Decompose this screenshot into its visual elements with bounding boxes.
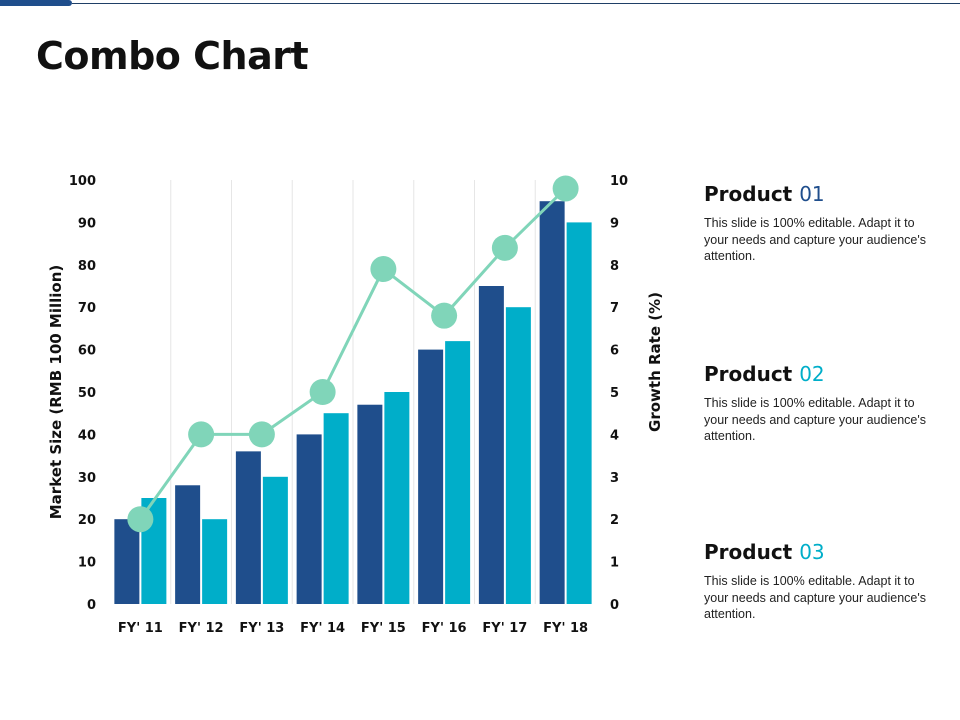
x-tick-label: FY' 15 <box>361 621 406 636</box>
y2-tick-label: 6 <box>610 344 619 359</box>
y2-tick-label: 4 <box>610 428 619 443</box>
bar-series1-1 <box>175 485 201 604</box>
y-tick-label: 0 <box>87 598 96 613</box>
y-tick-label: 80 <box>78 259 96 274</box>
page-title: Combo Chart <box>36 34 309 78</box>
growth-rate-point-6 <box>491 234 518 261</box>
x-tick-label: FY' 18 <box>543 621 588 636</box>
bar-series1-7 <box>539 201 565 604</box>
bar-series1-0 <box>114 519 140 604</box>
y-tick-label: 70 <box>78 301 96 316</box>
product-block-02: Product 02 This slide is 100% editable. … <box>704 362 934 445</box>
y2-tick-label: 10 <box>610 174 628 189</box>
bar-series2-1 <box>202 519 228 604</box>
bar-series2-5 <box>445 341 471 604</box>
y2-tick-label: 8 <box>610 259 619 274</box>
product-title-03: Product 03 <box>704 540 934 564</box>
growth-rate-point-7 <box>552 175 579 202</box>
product-description-03: This slide is 100% editable. Adapt it to… <box>704 574 926 621</box>
y-tick-label: 100 <box>69 174 96 189</box>
y2-tick-label: 2 <box>610 513 619 528</box>
growth-rate-point-1 <box>188 421 215 448</box>
y-tick-label: 60 <box>78 344 96 359</box>
growth-rate-point-2 <box>248 421 275 448</box>
product-number-02: 02 <box>799 362 825 386</box>
product-title-01: Product 01 <box>704 182 934 206</box>
y-tick-label: 40 <box>78 428 96 443</box>
y2-tick-label: 1 <box>610 556 619 571</box>
bar-series2-2 <box>262 476 288 604</box>
y2-tick-label: 3 <box>610 471 619 486</box>
bar-series1-4 <box>357 404 383 604</box>
x-tick-label: FY' 14 <box>300 621 345 636</box>
growth-rate-point-3 <box>309 379 336 405</box>
y2-tick-label: 5 <box>610 386 619 401</box>
growth-rate-point-0 <box>127 506 154 533</box>
y-axis-title: Market Size (RMB 100 Million) <box>47 265 65 520</box>
product-name-03: Product <box>704 540 793 564</box>
growth-rate-point-5 <box>431 302 458 329</box>
product-description-02: This slide is 100% editable. Adapt it to… <box>704 396 926 443</box>
top-divider-line <box>72 3 960 4</box>
bar-series1-3 <box>296 434 322 604</box>
bar-series1-2 <box>235 451 261 604</box>
x-tick-label: FY' 16 <box>422 621 467 636</box>
bar-series2-4 <box>384 392 410 604</box>
combo-chart: 0 10 20 30 40 50 60 70 80 90 100 0 1 2 3 4 5 6 7 8 9 10 Market… <box>47 174 664 636</box>
bar-series1-5 <box>418 349 444 604</box>
x-tick-label: FY' 11 <box>118 621 163 636</box>
product-description-01: This slide is 100% editable. Adapt it to… <box>704 216 926 263</box>
growth-rate-point-4 <box>370 256 397 283</box>
product-block-01: Product 01 This slide is 100% editable. … <box>704 182 934 265</box>
x-tick-label: FY' 13 <box>239 621 284 636</box>
product-number-03: 03 <box>799 540 825 564</box>
y-tick-label: 20 <box>78 513 96 528</box>
y-tick-label: 10 <box>78 556 96 571</box>
y-tick-label: 50 <box>78 386 96 401</box>
top-accent-bar <box>0 0 72 6</box>
y2-axis-title: Growth Rate (%) <box>646 292 664 432</box>
y2-tick-label: 9 <box>610 216 619 231</box>
product-number-01: 01 <box>799 182 825 206</box>
x-tick-label: FY' 12 <box>179 621 224 636</box>
bar-series2-7 <box>566 222 592 604</box>
product-name-01: Product <box>704 182 793 206</box>
bar-series1-6 <box>478 286 504 604</box>
product-title-02: Product 02 <box>704 362 934 386</box>
product-block-03: Product 03 This slide is 100% editable. … <box>704 540 934 623</box>
y-tick-label: 90 <box>78 216 96 231</box>
x-tick-label: FY' 17 <box>482 621 527 636</box>
bar-series2-6 <box>505 307 531 604</box>
y2-tick-label: 0 <box>610 598 619 613</box>
product-name-02: Product <box>704 362 793 386</box>
bar-series2-3 <box>323 413 349 604</box>
y-tick-label: 30 <box>78 471 96 486</box>
y2-tick-label: 7 <box>610 301 619 316</box>
